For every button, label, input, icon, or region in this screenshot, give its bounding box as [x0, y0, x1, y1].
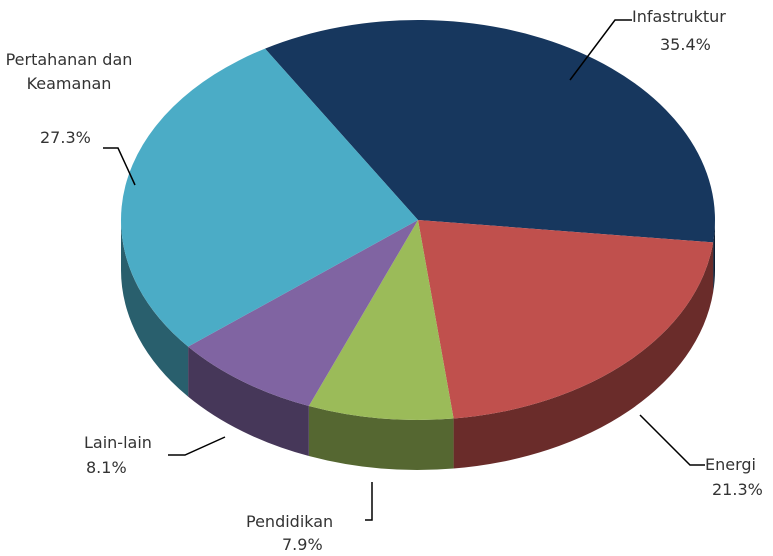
slice-side	[713, 220, 715, 293]
pie-slice	[188, 220, 418, 407]
slice-label: Lain-lain	[84, 433, 152, 452]
slice-side	[121, 220, 189, 397]
leader-line	[569, 19, 632, 81]
slice-value-label: 21.3%	[712, 480, 763, 499]
leader-line	[639, 414, 705, 466]
slice-value-label: 35.4%	[660, 35, 711, 54]
slice-side	[188, 346, 309, 457]
slice-side	[453, 242, 714, 469]
slice-label: Pendidikan	[246, 512, 334, 531]
slice-value-label: 27.3%	[40, 128, 91, 147]
slice-label: Infastruktur	[632, 7, 726, 26]
leader-line	[103, 147, 136, 186]
slice-label: Energi	[705, 455, 756, 474]
slice-label: Pertahanan dan Keamanan	[5, 50, 133, 93]
slice-side	[308, 406, 454, 470]
leader-line	[168, 436, 226, 456]
pie-slice	[308, 220, 454, 420]
pie-slice	[265, 19, 715, 243]
pie-slice	[418, 220, 714, 419]
pie-slice	[121, 48, 418, 347]
leader-line	[365, 482, 373, 521]
slice-value-label: 8.1%	[86, 458, 127, 477]
slice-value-label: 7.9%	[282, 535, 323, 554]
